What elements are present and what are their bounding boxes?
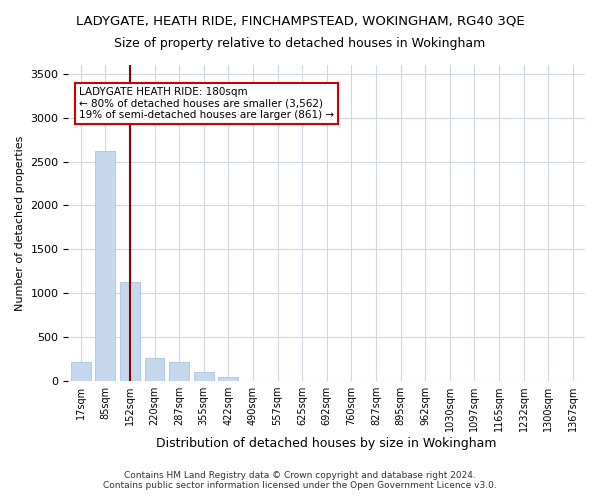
Bar [169,362,189,381]
Bar [194,372,214,381]
Bar [145,358,164,381]
Bar [95,151,115,381]
Bar [120,282,140,381]
Y-axis label: Number of detached properties: Number of detached properties [15,136,25,310]
X-axis label: Distribution of detached houses by size in Wokingham: Distribution of detached houses by size … [157,437,497,450]
Text: LADYGATE HEATH RIDE: 180sqm
← 80% of detached houses are smaller (3,562)
19% of : LADYGATE HEATH RIDE: 180sqm ← 80% of det… [79,87,334,120]
Bar [218,376,238,381]
Text: Contains HM Land Registry data © Crown copyright and database right 2024.
Contai: Contains HM Land Registry data © Crown c… [103,470,497,490]
Text: LADYGATE, HEATH RIDE, FINCHAMPSTEAD, WOKINGHAM, RG40 3QE: LADYGATE, HEATH RIDE, FINCHAMPSTEAD, WOK… [76,15,524,28]
Bar [71,362,91,381]
Text: Size of property relative to detached houses in Wokingham: Size of property relative to detached ho… [115,38,485,51]
